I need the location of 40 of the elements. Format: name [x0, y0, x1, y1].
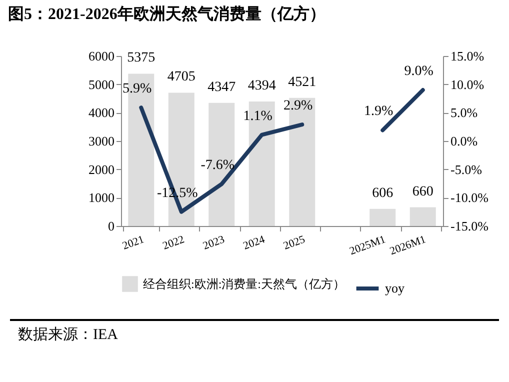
x-tick-label: 2024	[242, 233, 267, 252]
data-label: 4521	[288, 74, 316, 90]
data-label: 5.9%	[122, 82, 152, 97]
source-note: 数据来源：IEA	[10, 319, 499, 348]
y-tick-label: 1000	[88, 190, 114, 206]
y2-tick-label: 15.0%	[450, 48, 484, 64]
y2-tick-label: -5.0%	[450, 162, 482, 177]
y2-tick-label: 0.0%	[450, 134, 478, 148]
chart-title: 图5：2021-2026年欧洲天然气消费量（亿方）	[8, 4, 326, 23]
x-tick-label: 2025	[282, 233, 308, 252]
x-tick-label: 2023	[201, 233, 227, 252]
data-label: 9.0%	[404, 64, 434, 79]
y-tick-label: 5000	[88, 76, 114, 92]
x-tick-label: 2026M1	[388, 234, 428, 258]
data-label: 4394	[248, 78, 276, 94]
y2-tick-label: 10.0%	[450, 76, 484, 92]
x-tick-label: 2021	[120, 234, 146, 252]
data-label: 660	[412, 184, 434, 200]
data-label: 2.9%	[284, 98, 314, 114]
y2-tick-label: 5.0%	[450, 105, 478, 120]
data-label: 1.1%	[243, 108, 273, 124]
data-label: 1.9%	[364, 104, 394, 120]
data-label: 606	[372, 186, 394, 201]
data-label: -7.6%	[200, 158, 235, 174]
data-label: 4347	[208, 80, 236, 95]
y-tick-label: 2000	[88, 162, 114, 177]
y-tick-label: 6000	[88, 48, 114, 64]
data-label: 5375	[127, 50, 156, 66]
y-tick-label: 3000	[88, 134, 114, 148]
y2-tick-label: -15.0%	[450, 218, 489, 234]
bar	[410, 207, 436, 226]
bar	[370, 208, 396, 226]
legend-label: 经合组织:欧洲:消费量:天然气（亿方）	[143, 277, 346, 291]
legend-label: yoy	[385, 280, 405, 296]
y-tick-label: 0	[108, 218, 114, 234]
data-label: 4705	[167, 70, 196, 85]
y2-tick-label: -10.0%	[450, 190, 489, 206]
x-tick-label: 2022	[161, 234, 186, 252]
x-tick-label: 2025M1	[348, 234, 388, 258]
y-tick-label: 4000	[88, 105, 114, 120]
